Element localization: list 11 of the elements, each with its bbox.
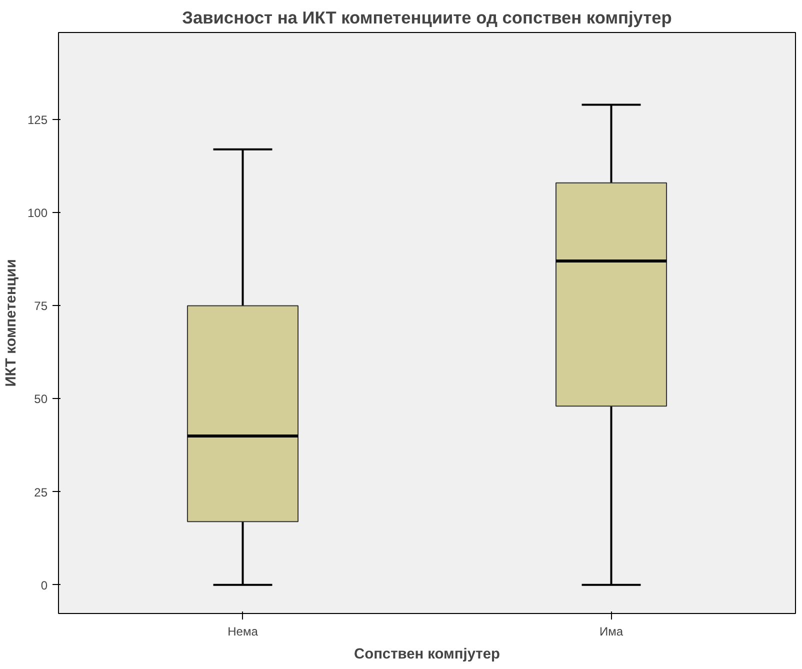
chart-title: Зависност на ИКТ компетенциите од сопствен компјутер <box>182 8 672 28</box>
x-tick-label: Нема <box>228 624 258 638</box>
y-tick-label: 100 <box>27 206 48 220</box>
y-tick-label: 25 <box>34 485 48 500</box>
y-axis-title: ИКТ компетенции <box>3 259 20 387</box>
x-tick-label: Има <box>599 624 624 638</box>
y-tick-label: 75 <box>34 299 48 314</box>
y-tick-label: 0 <box>40 578 48 592</box>
y-tick-label: 125 <box>27 113 48 128</box>
y-tick-label: 50 <box>34 392 48 406</box>
x-axis-title: Сопствен компјутер <box>354 646 500 662</box>
